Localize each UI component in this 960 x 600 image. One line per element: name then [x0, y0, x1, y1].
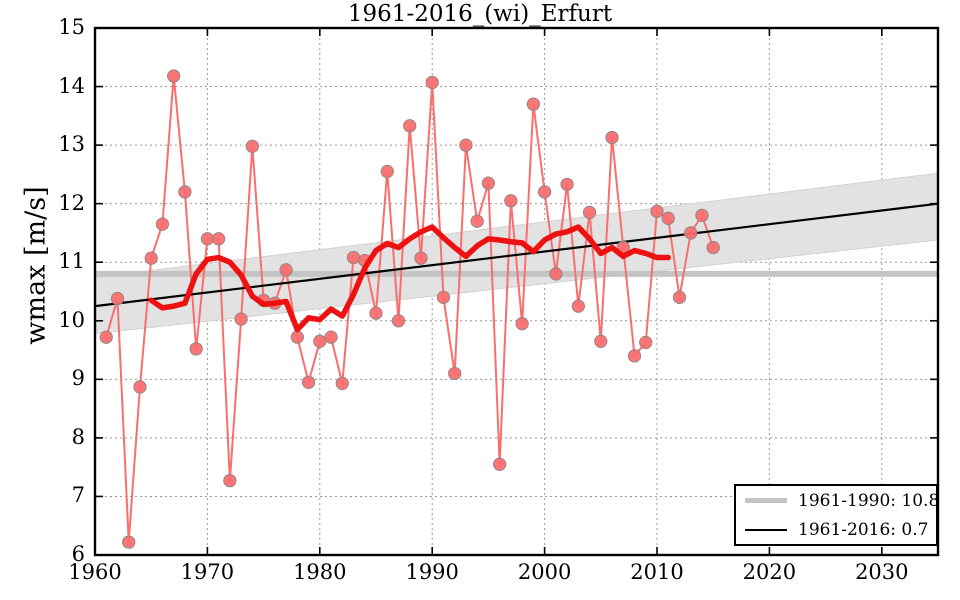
- y-tick-label: 6: [71, 542, 85, 566]
- x-tick-label: 1970: [180, 560, 235, 584]
- x-tick-label: 2000: [517, 560, 572, 584]
- y-tick-label: 8: [71, 424, 85, 449]
- x-tick-label: 2020: [742, 560, 797, 584]
- y-tick-label: 12: [58, 190, 85, 215]
- x-tick-label: 1960: [68, 560, 122, 584]
- legend-item-reference: 1961-1990: 10.8: [736, 486, 940, 515]
- x-tick-label: 1990: [405, 560, 459, 584]
- legend-label-reference: 1961-1990: 10.8: [798, 490, 940, 511]
- y-tick-label: 7: [71, 483, 85, 508]
- y-tick-label: 15: [58, 15, 85, 39]
- page-title: 1961-2016_(wi)_Erfurt: [347, 1, 613, 27]
- trend-line: [95, 202, 938, 308]
- x-tick-label: 2010: [630, 560, 684, 584]
- x-tick-label: 2030: [855, 560, 909, 584]
- y-tick-label: 13: [58, 132, 85, 157]
- y-tick-label: 14: [58, 73, 85, 98]
- legend-item-trend: 1961-2016: 0.7: [736, 515, 936, 544]
- legend-swatch-black-line-icon: [745, 528, 787, 531]
- annual-series-markers: [99, 69, 720, 549]
- smoothed-series-line: [148, 224, 671, 333]
- axis-spines: [93, 26, 940, 557]
- x-tick-label: 1980: [293, 560, 347, 584]
- y-tick-label: 10: [58, 307, 85, 332]
- legend-label-trend: 1961-2016: 0.7: [798, 519, 929, 540]
- legend-swatch-grey-line-icon: [745, 498, 787, 503]
- y-tick-label: 9: [71, 366, 85, 391]
- y-tick-label: 11: [58, 249, 85, 274]
- legend: 1961-1990: 10.8 1961-2016: 0.7: [734, 484, 940, 546]
